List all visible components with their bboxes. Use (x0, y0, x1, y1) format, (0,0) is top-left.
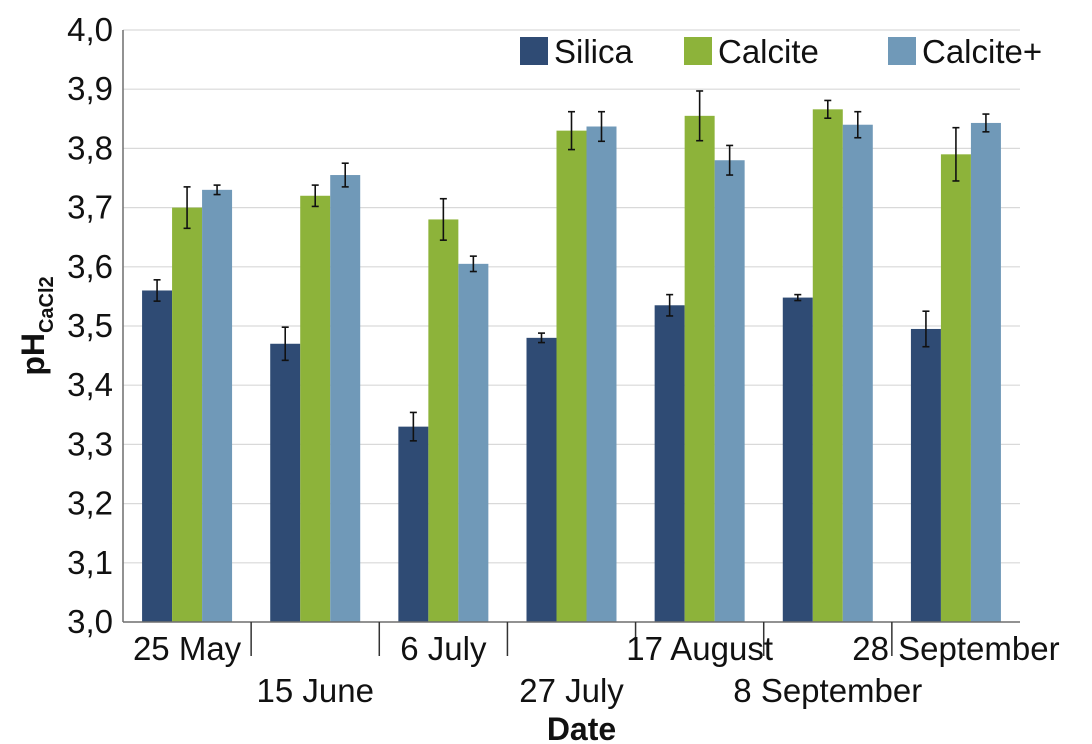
bar-silica (910, 328, 941, 622)
y-tick-label: 3,6 (67, 248, 113, 285)
legend-label: Calcite (718, 33, 819, 70)
y-axis-title-main: pH (15, 333, 51, 376)
legend-swatch (888, 37, 916, 65)
y-tick-label: 4,0 (67, 11, 113, 48)
bar-calcite (428, 219, 459, 622)
x-tick-label: 15 June (256, 672, 373, 709)
bar-calcite (812, 109, 843, 622)
x-axis-title: Date (547, 711, 616, 744)
bar-silica (654, 305, 685, 622)
y-tick-label: 3,2 (67, 485, 113, 522)
y-tick-label: 3,7 (67, 189, 113, 226)
bar-calcite-plus (970, 122, 1001, 622)
x-tick-label: 6 July (400, 630, 487, 667)
legend-label: Calcite+ (922, 33, 1042, 70)
y-tick-label: 3,9 (67, 70, 113, 107)
bar-silica (398, 426, 429, 622)
x-tick-label: 17 August (626, 630, 773, 667)
bar-silica (782, 297, 813, 622)
bar-calcite (556, 130, 587, 622)
y-tick-label: 3,8 (67, 129, 113, 166)
bar-calcite-plus (330, 175, 361, 623)
bar-calcite-plus (842, 124, 873, 622)
legend-swatch (684, 37, 712, 65)
bar-calcite-plus (714, 160, 745, 623)
y-axis-title: pHCaCl2 (15, 276, 58, 375)
y-tick-label: 3,0 (67, 603, 113, 640)
legend-swatch (520, 37, 548, 65)
y-tick-label: 3,5 (67, 307, 113, 344)
y-tick-label: 3,4 (67, 366, 113, 403)
x-tick-label: 27 July (519, 672, 624, 709)
bar-silica (142, 290, 173, 622)
x-tick-label: 28 September (852, 630, 1059, 667)
bar-calcite (300, 195, 331, 622)
bar-calcite-plus (586, 126, 617, 622)
bar-calcite (684, 115, 715, 622)
y-axis-title-subscript: CaCl2 (36, 276, 58, 333)
bar-silica (526, 337, 557, 622)
bar-calcite-plus (202, 189, 233, 622)
y-tick-label: 3,3 (67, 425, 113, 462)
bar-calcite-plus (458, 263, 489, 622)
y-tick-label: 3,1 (67, 544, 113, 581)
bar-calcite (172, 207, 203, 622)
x-tick-label: 8 September (733, 672, 922, 709)
x-tick-label: 25 May (133, 630, 242, 667)
bar-silica (270, 343, 301, 622)
legend-label: Silica (554, 33, 634, 70)
bar-calcite (940, 154, 971, 622)
